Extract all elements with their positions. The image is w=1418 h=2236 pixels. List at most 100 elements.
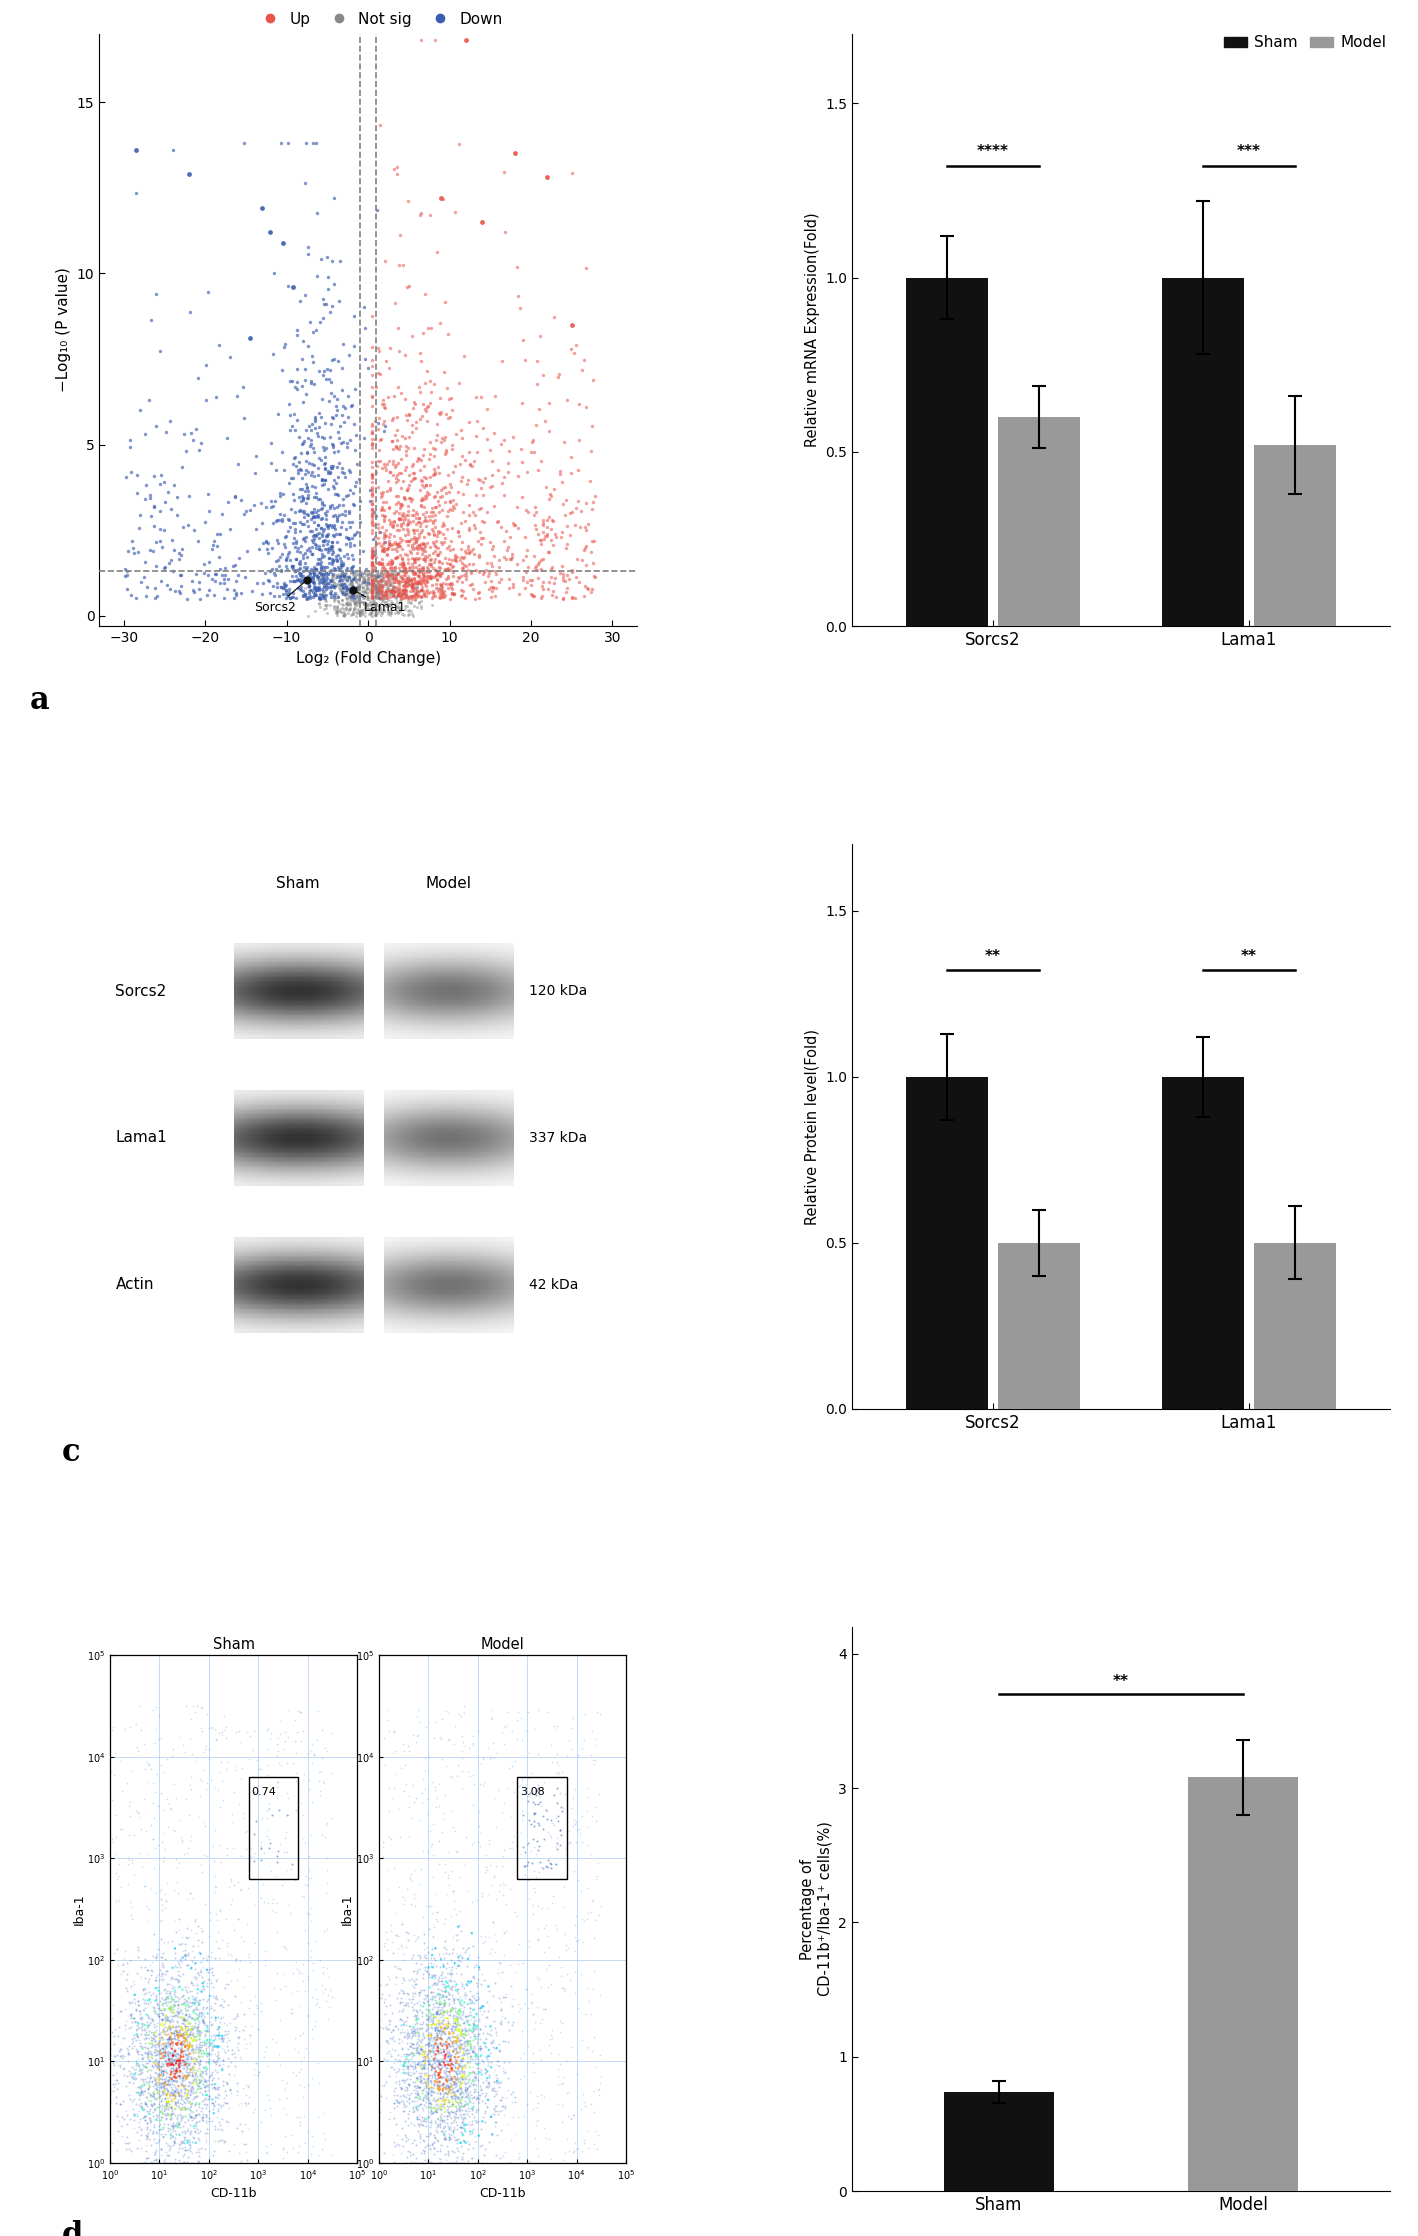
Point (379, 557, 401, 593)
Point (515, 570, 537, 606)
Point (309, 550, 332, 586)
Point (435, 530, 458, 566)
Point (502, 418, 525, 454)
Point (364, 568, 387, 604)
Point (418, 555, 441, 590)
Point (333, 577, 356, 613)
Point (295, 581, 318, 617)
Point (438, 528, 461, 563)
Point (491, 465, 513, 501)
Point (381, 570, 404, 606)
Point (389, 485, 411, 521)
Point (383, 555, 406, 590)
Point (381, 575, 404, 610)
Point (458, 534, 481, 570)
Point (323, 584, 346, 619)
Point (346, 570, 369, 606)
Point (415, 467, 438, 503)
Point (301, 575, 323, 610)
Point (400, 561, 423, 597)
Point (549, 519, 571, 555)
Point (377, 530, 400, 566)
Point (424, 456, 447, 492)
Text: 337 kDa: 337 kDa (529, 1131, 587, 1145)
Point (410, 572, 432, 608)
Point (306, 449, 329, 485)
Point (330, 590, 353, 626)
Point (346, 568, 369, 604)
Point (484, 552, 506, 588)
Point (336, 579, 359, 615)
Point (306, 570, 329, 606)
Point (482, 570, 505, 606)
Point (430, 566, 452, 601)
Point (353, 595, 376, 631)
Point (342, 568, 364, 604)
Point (335, 525, 357, 561)
Point (342, 572, 364, 608)
Point (373, 552, 396, 588)
Point (254, 490, 277, 525)
Point (400, 566, 423, 601)
Point (320, 288, 343, 324)
Point (336, 539, 359, 575)
Point (308, 409, 330, 445)
Point (417, 387, 440, 423)
Point (359, 483, 381, 519)
Point (298, 445, 320, 481)
Point (413, 479, 435, 514)
Point (430, 568, 452, 604)
Point (424, 559, 447, 595)
Point (465, 552, 488, 588)
Point (380, 557, 403, 593)
Point (401, 568, 424, 604)
Point (391, 577, 414, 613)
Point (450, 559, 472, 595)
Point (387, 566, 410, 601)
Point (199, 572, 221, 608)
Point (357, 566, 380, 601)
Point (267, 525, 289, 561)
Point (379, 566, 401, 601)
Point (374, 588, 397, 624)
Point (390, 548, 413, 584)
Point (306, 546, 329, 581)
Point (313, 581, 336, 617)
Point (391, 561, 414, 597)
Point (401, 530, 424, 566)
Point (197, 557, 220, 593)
Point (369, 581, 391, 617)
Point (313, 461, 336, 496)
Point (319, 407, 342, 443)
Point (340, 561, 363, 597)
Point (320, 449, 343, 485)
Point (261, 530, 284, 566)
Point (537, 570, 560, 606)
Point (406, 521, 428, 557)
Point (313, 286, 336, 322)
Point (350, 557, 373, 593)
Point (347, 581, 370, 617)
Point (370, 563, 393, 599)
Point (447, 563, 469, 599)
Point (414, 541, 437, 577)
Point (359, 595, 381, 631)
Point (547, 358, 570, 394)
Point (346, 572, 369, 608)
Point (424, 566, 447, 601)
Point (415, 539, 438, 575)
Point (413, 575, 435, 610)
Point (369, 443, 391, 479)
Point (206, 557, 228, 593)
Point (204, 378, 227, 414)
Point (394, 552, 417, 588)
Point (367, 333, 390, 369)
Point (349, 566, 372, 601)
Point (437, 570, 459, 606)
Point (420, 510, 442, 546)
Point (560, 555, 583, 590)
Point (336, 586, 359, 622)
Point (536, 519, 559, 555)
Point (284, 530, 306, 566)
Point (328, 570, 350, 606)
